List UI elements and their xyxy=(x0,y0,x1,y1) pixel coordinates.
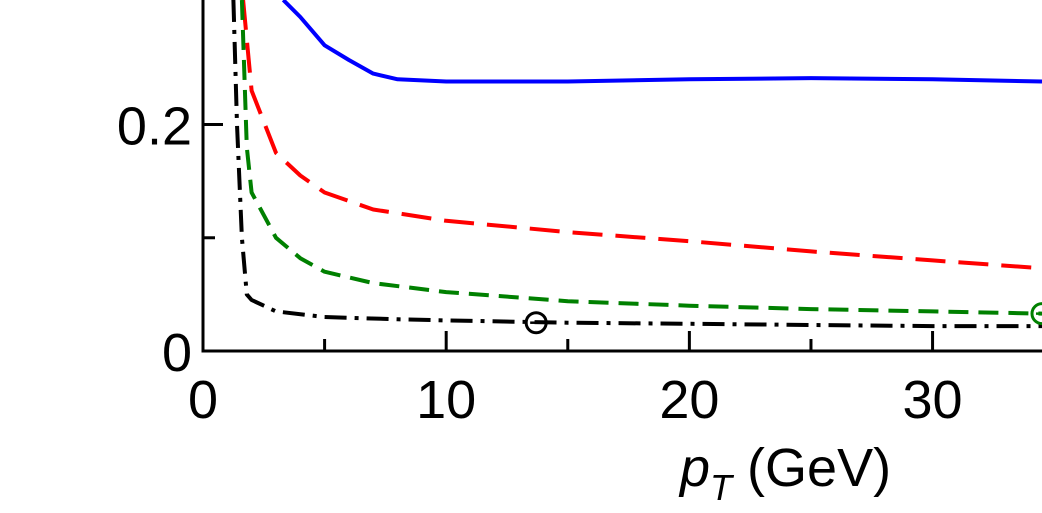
ticks xyxy=(201,123,935,353)
x-axis-title-sub: T xyxy=(710,467,735,508)
series-group xyxy=(231,0,1042,329)
series-line-3 xyxy=(231,0,1042,329)
x-tick-label-0: 0 xyxy=(188,370,218,430)
x-axis-title: pT (GeV) xyxy=(678,438,891,508)
series-line-0 xyxy=(281,0,1042,84)
tick-labels: 0 10 20 30 0 0.2 xyxy=(117,97,963,430)
x-axis-title-unit: (GeV) xyxy=(732,438,891,498)
series-line-2 xyxy=(239,0,1042,316)
x-tick-label-1: 10 xyxy=(416,370,476,430)
marker-0 xyxy=(524,311,548,335)
x-tick-label-2: 20 xyxy=(659,370,719,430)
y-tick-label-0: 0 xyxy=(162,323,192,383)
x-tick-label-3: 30 xyxy=(903,370,963,430)
markers-group xyxy=(524,302,1042,335)
y-tick-label-1: 0.2 xyxy=(117,97,192,157)
x-axis-title-var: p xyxy=(678,438,710,498)
marker-1 xyxy=(1030,302,1042,326)
series-line-1 xyxy=(241,0,1042,271)
axes xyxy=(201,0,1042,353)
